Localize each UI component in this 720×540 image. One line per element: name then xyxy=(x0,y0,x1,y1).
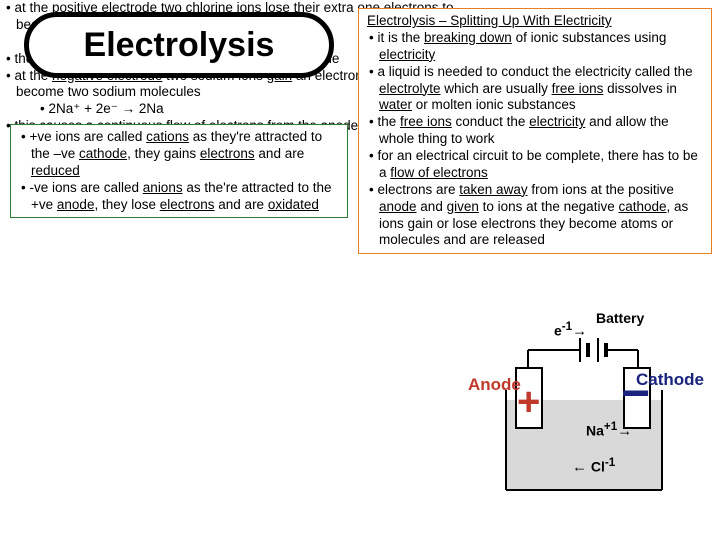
orange-b4: • for an electrical circuit to be comple… xyxy=(367,148,703,182)
orange-b2: • a liquid is needed to conduct the elec… xyxy=(367,64,703,115)
page-title: Electrolysis xyxy=(24,12,334,78)
green-b1: • +ve ions are called cations as they're… xyxy=(19,129,339,180)
minus-icon: − xyxy=(621,368,650,418)
orange-b5: • electrons are taken away from ions at … xyxy=(367,182,703,250)
orange-b1: • it is the breaking down of ionic subst… xyxy=(367,30,703,64)
green-b2: • -ve ions are called anions as the're a… xyxy=(19,180,339,214)
orange-heading: Electrolysis – Splitting Up With Electri… xyxy=(367,13,703,30)
battery-label: Battery xyxy=(596,310,644,326)
orange-box: Electrolysis – Splitting Up With Electri… xyxy=(358,8,712,254)
orange-b3: • the free ions conduct the electricity … xyxy=(367,114,703,148)
sodium-label: Na+1→ xyxy=(586,420,632,440)
anode-label: Anode xyxy=(468,375,521,395)
chloride-label: ← Cl-1 xyxy=(572,456,615,476)
electron-label: e-1→ xyxy=(554,320,587,340)
green-box: • +ve ions are called cations as they're… xyxy=(10,124,348,218)
electrolysis-diagram: Battery Anode Cathode + − e-1→ Na+1→ ← C… xyxy=(468,310,712,530)
plus-icon: + xyxy=(517,382,540,422)
